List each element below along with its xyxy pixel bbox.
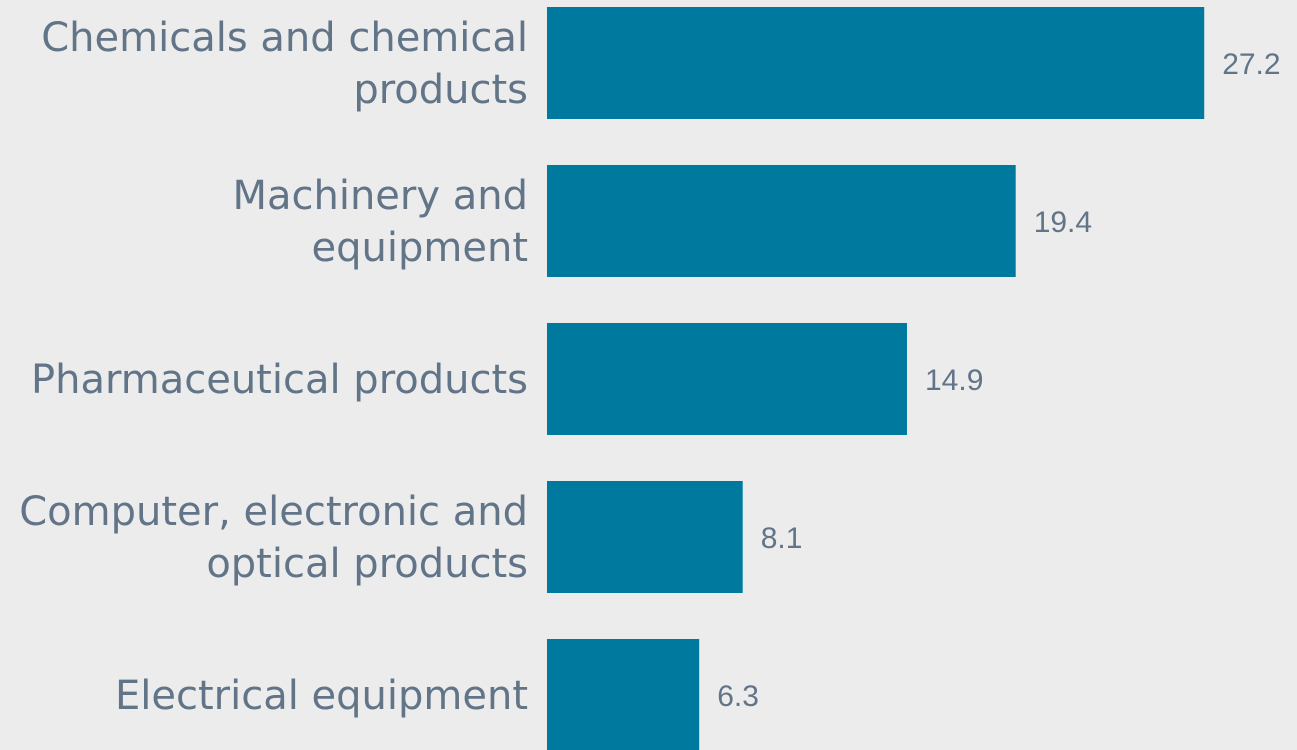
category-label-line: Computer, electronic and	[19, 489, 528, 535]
value-label: 6.3	[717, 680, 759, 713]
bar-1	[547, 7, 1205, 119]
value-label: 19.4	[1034, 206, 1092, 239]
category-label: Electrical equipment	[115, 673, 528, 719]
bar-5	[547, 639, 700, 750]
category-label-line: equipment	[312, 225, 528, 271]
value-label: 8.1	[761, 522, 803, 555]
category-label-line: Electrical equipment	[115, 673, 528, 719]
category-label-line: Pharmaceutical products	[31, 357, 528, 403]
category-label: Computer, electronic and optical products	[19, 489, 528, 587]
value-label: 27.2	[1222, 48, 1280, 81]
bars-group: Chemicals and chemical products 27.2 Machin…	[19, 7, 1281, 750]
value-label: 14.9	[925, 364, 983, 397]
category-label: Machinery and equipment	[232, 173, 528, 271]
category-label: Pharmaceutical products	[31, 357, 528, 403]
category-label: Chemicals and chemical products	[41, 15, 528, 113]
bar-3	[547, 323, 907, 435]
category-label-line: Chemicals and chemical	[41, 15, 528, 61]
category-label-line: products	[353, 67, 528, 113]
category-label-line: Machinery and	[232, 173, 528, 219]
bar-2	[547, 165, 1016, 277]
category-label-line: optical products	[206, 541, 528, 587]
bar-4	[547, 481, 743, 593]
